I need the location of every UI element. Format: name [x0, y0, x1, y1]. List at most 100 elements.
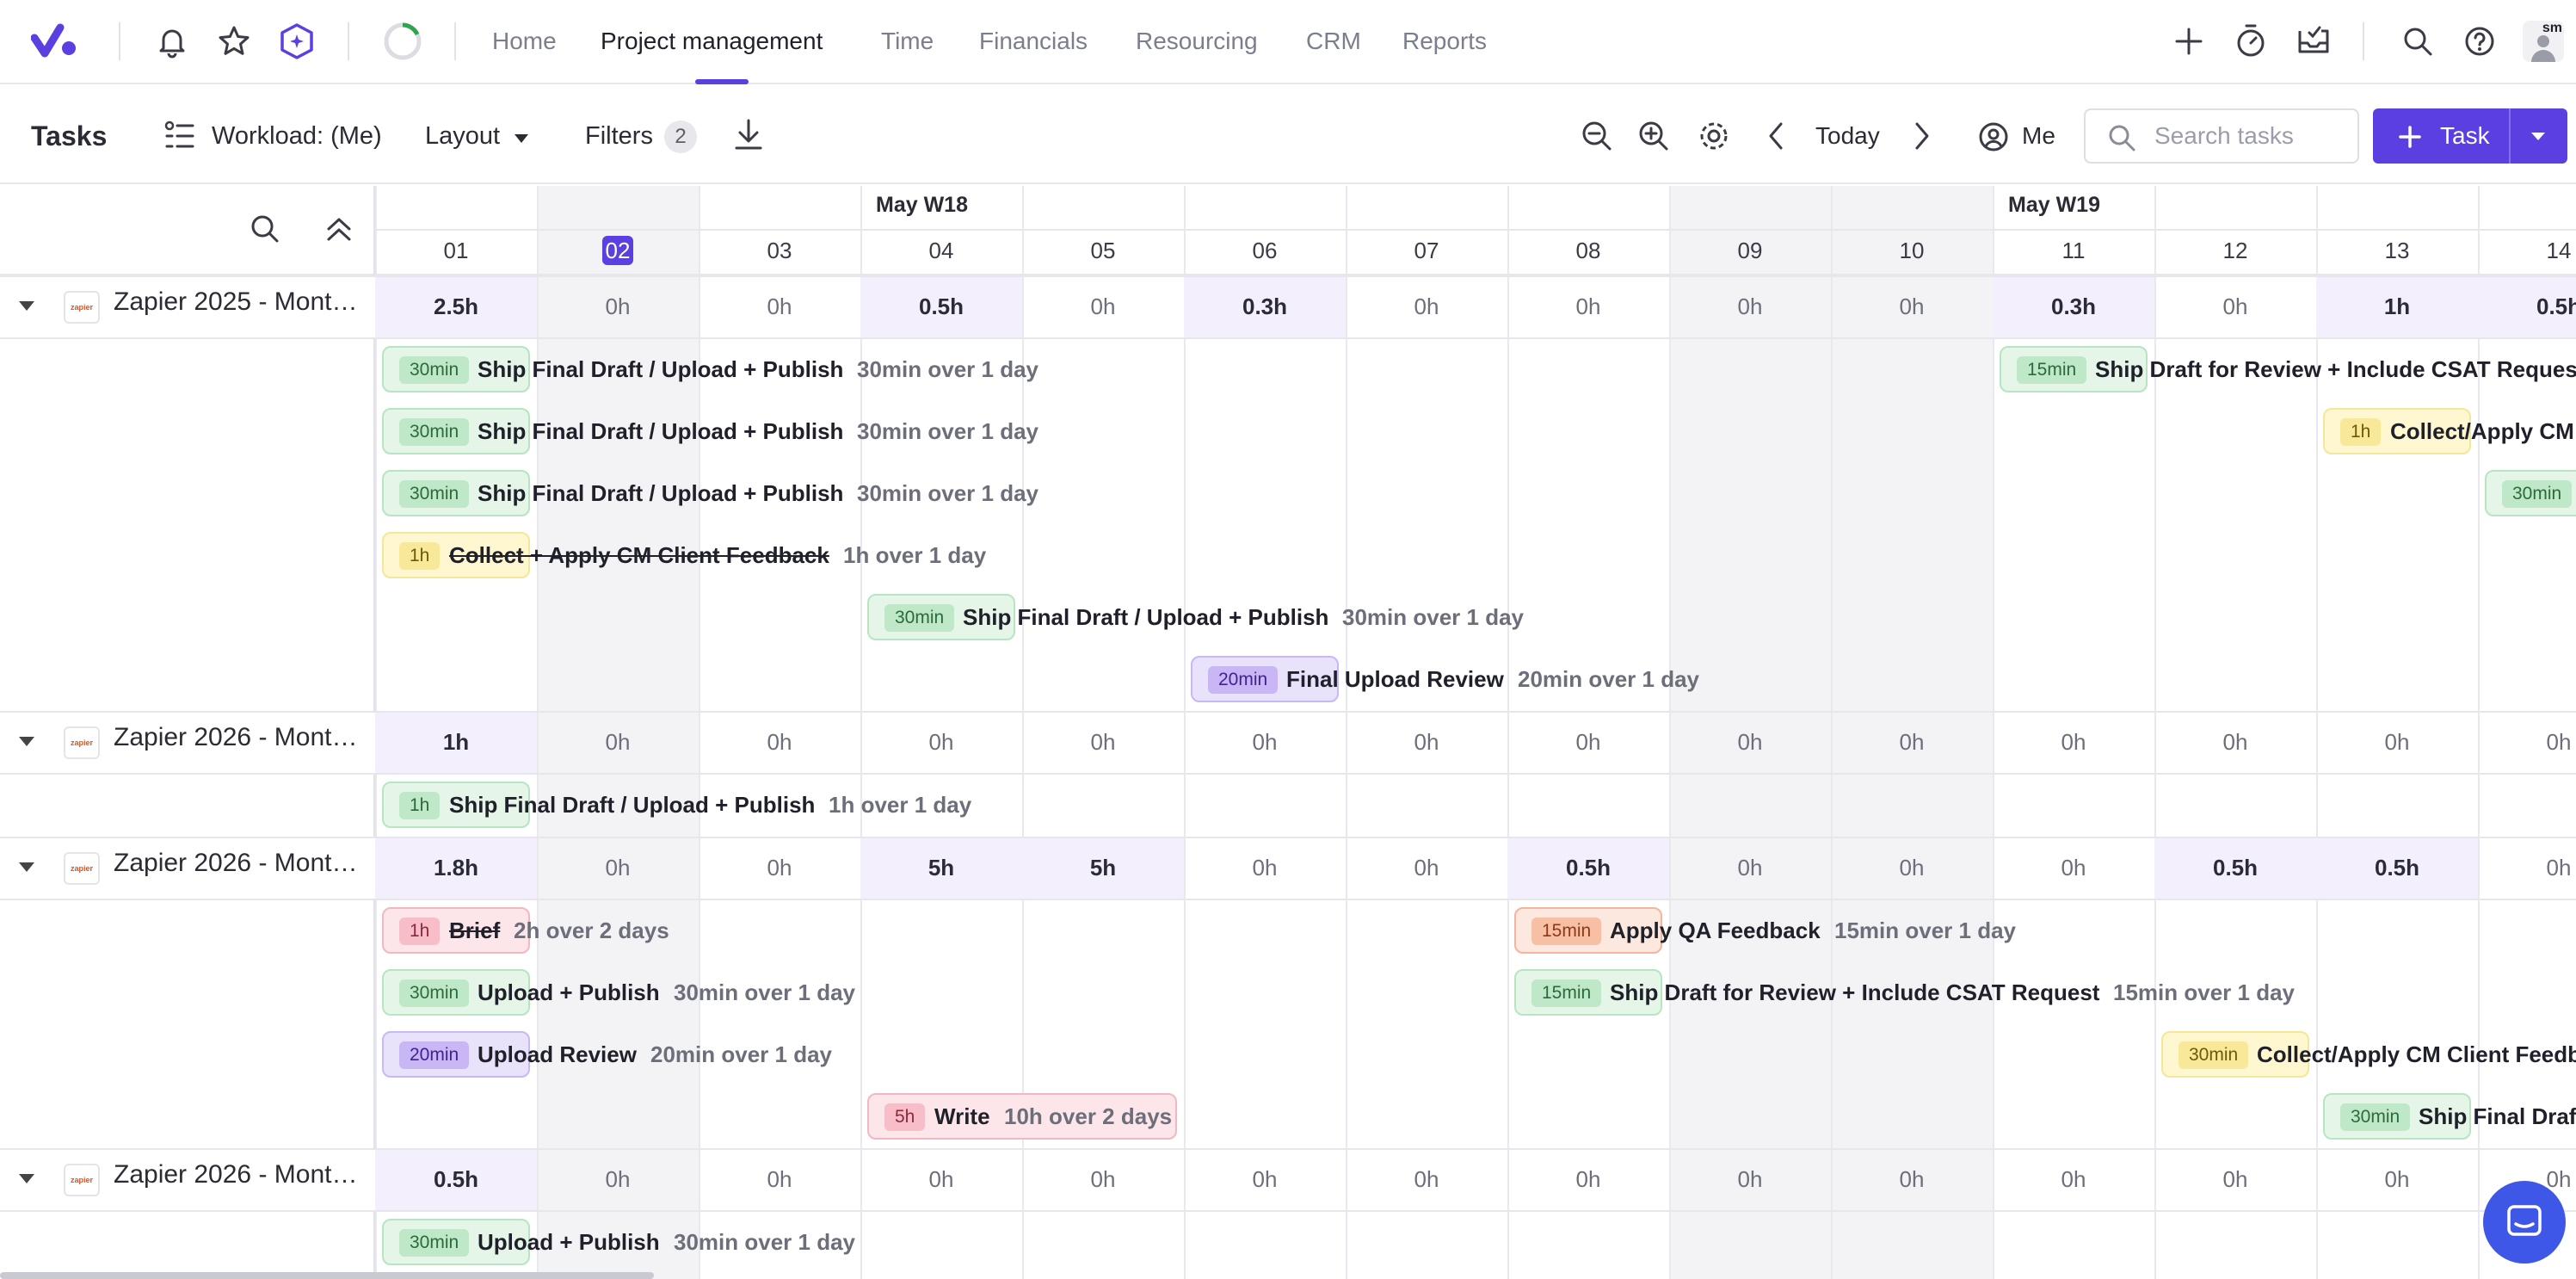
inbox-check-icon[interactable]: [2296, 22, 2332, 59]
nav-reports[interactable]: Reports: [1402, 28, 1488, 54]
layout-dropdown[interactable]: Layout: [425, 115, 545, 157]
task-bar[interactable]: 5h: [867, 1093, 1177, 1140]
nav-crm[interactable]: CRM: [1306, 28, 1361, 54]
task-bar[interactable]: 30min: [382, 346, 530, 392]
hours-cell: 0h: [1414, 1166, 1439, 1192]
task-bar[interactable]: 15min: [1514, 969, 1662, 1016]
nav-project-management[interactable]: Project management: [601, 28, 823, 54]
task-bar[interactable]: 30min: [382, 969, 530, 1016]
task-title[interactable]: Upload + Publish: [478, 979, 660, 1005]
today-button[interactable]: Today: [1815, 122, 1880, 149]
chevron-right-icon[interactable]: [1908, 120, 1934, 151]
day-number[interactable]: 12: [2222, 238, 2248, 263]
nav-time[interactable]: Time: [881, 28, 934, 54]
task-bar[interactable]: 30min: [382, 1219, 530, 1265]
caret-down-icon[interactable]: [19, 737, 34, 746]
task-bar[interactable]: 1h: [382, 782, 530, 828]
star-icon[interactable]: [217, 24, 251, 59]
task-duration-pill: 30min: [399, 979, 470, 1007]
row-divider: [0, 1148, 2576, 1150]
day-number[interactable]: 13: [2384, 238, 2410, 263]
task-title[interactable]: Collect + Apply CM Client Feedback: [449, 542, 829, 568]
search-icon[interactable]: [2400, 24, 2435, 59]
group-header[interactable]: zapier Zapier 2026 - Monthly Content: [0, 711, 375, 773]
day-number[interactable]: 01: [443, 238, 469, 263]
task-title[interactable]: Ship Final Draft / Upload + Publish: [449, 792, 816, 818]
hexagon-icon[interactable]: [279, 22, 315, 60]
search-tasks-input[interactable]: [2154, 110, 2344, 162]
task-bar[interactable]: 30min: [382, 408, 530, 454]
task-bar[interactable]: 30min: [2323, 1093, 2471, 1140]
search-icon[interactable]: [248, 212, 282, 246]
day-number[interactable]: 04: [928, 238, 954, 263]
task-title[interactable]: Upload + Publish: [478, 1229, 660, 1255]
app-logo-icon[interactable]: [31, 22, 79, 60]
caret-down-icon[interactable]: [2531, 133, 2545, 140]
task-bar[interactable]: 15min: [2000, 346, 2148, 392]
task-bar[interactable]: 30min: [382, 470, 530, 516]
day-number[interactable]: 06: [1252, 238, 1278, 263]
bell-icon[interactable]: [155, 24, 189, 59]
zoom-out-icon[interactable]: [1580, 119, 1614, 153]
caret-down-icon[interactable]: [19, 1174, 34, 1183]
caret-down-icon[interactable]: [19, 301, 34, 311]
task-title[interactable]: Write: [934, 1103, 990, 1129]
task-bar[interactable]: 30min: [867, 594, 1015, 640]
group-header[interactable]: zapier Zapier 2026 - Monthly Content: [0, 1148, 375, 1210]
task-title[interactable]: Apply QA Feedback: [1610, 918, 1821, 943]
add-task-button[interactable]: Task: [2373, 108, 2567, 164]
day-number-today[interactable]: 02: [602, 236, 633, 265]
task-title[interactable]: Ship Final Draf: [2419, 1103, 2576, 1129]
task-title[interactable]: Final Upload Review: [1286, 666, 1504, 692]
task-bar[interactable]: 1h: [2323, 408, 2471, 454]
plus-icon[interactable]: [2172, 24, 2206, 59]
day-number[interactable]: 11: [2061, 238, 2086, 263]
task-title[interactable]: Collect/Apply CM: [2390, 418, 2574, 444]
row-divider: [0, 773, 2576, 775]
task-bar[interactable]: 30min: [2485, 470, 2576, 516]
zoom-in-icon[interactable]: [1636, 119, 1671, 153]
collapse-all-icon[interactable]: [322, 212, 356, 246]
day-number[interactable]: 05: [1090, 238, 1116, 263]
task-bar[interactable]: 30min: [2161, 1031, 2309, 1078]
task-title[interactable]: Collect/Apply CM Client Feedb: [2257, 1041, 2576, 1067]
task-title[interactable]: Ship Final Draft / Upload + Publish: [963, 604, 1329, 630]
nav-home[interactable]: Home: [492, 28, 557, 54]
task-title[interactable]: Ship Draft for Review + Include CSAT Req…: [1610, 979, 2100, 1005]
caret-down-icon[interactable]: [19, 862, 34, 872]
task-bar[interactable]: 1h: [382, 532, 530, 578]
task-title[interactable]: Ship Final Draft / Upload + Publish: [478, 418, 844, 444]
stopwatch-icon[interactable]: [2234, 22, 2268, 59]
filters-button[interactable]: Filters 2: [585, 115, 706, 157]
gear-icon[interactable]: [1697, 119, 1731, 153]
chevron-left-icon[interactable]: [1764, 120, 1790, 151]
horizontal-scrollbar[interactable]: [0, 1272, 654, 1279]
group-header[interactable]: zapier Zapier 2025 - Monthly Content: [0, 275, 375, 337]
day-number[interactable]: 10: [1899, 238, 1925, 263]
task-bar[interactable]: 1h: [382, 907, 530, 954]
progress-ring-icon[interactable]: [382, 21, 423, 62]
task-title[interactable]: Brief: [449, 918, 501, 943]
day-number[interactable]: 09: [1737, 238, 1763, 263]
day-number[interactable]: 08: [1575, 238, 1601, 263]
day-number[interactable]: 14: [2546, 238, 2572, 263]
nav-financials[interactable]: Financials: [979, 28, 1088, 54]
me-filter-button[interactable]: Me: [1977, 115, 2063, 157]
group-header[interactable]: zapier Zapier 2026 - Monthly Content: [0, 837, 375, 899]
task-title[interactable]: Ship Final Draft / Upload + Publish: [478, 480, 844, 506]
avatar[interactable]: sm: [2523, 21, 2564, 62]
day-number[interactable]: 07: [1414, 238, 1439, 263]
day-number[interactable]: 03: [767, 238, 792, 263]
task-title[interactable]: Upload Review: [478, 1041, 637, 1067]
nav-resourcing[interactable]: Resourcing: [1136, 28, 1258, 54]
task-title[interactable]: Ship Final Draft / Upload + Publish: [478, 356, 844, 382]
workload-button[interactable]: Workload: (Me): [163, 115, 396, 157]
task-title[interactable]: Ship Draft for Review + Include CSAT Req…: [2095, 356, 2576, 382]
search-tasks-box[interactable]: [2084, 108, 2359, 164]
download-icon[interactable]: [731, 117, 766, 153]
task-bar[interactable]: 20min: [1191, 656, 1339, 702]
chat-launcher-button[interactable]: [2483, 1181, 2566, 1264]
task-bar[interactable]: 20min: [382, 1031, 530, 1078]
task-bar[interactable]: 15min: [1514, 907, 1662, 954]
help-icon[interactable]: [2462, 24, 2497, 59]
